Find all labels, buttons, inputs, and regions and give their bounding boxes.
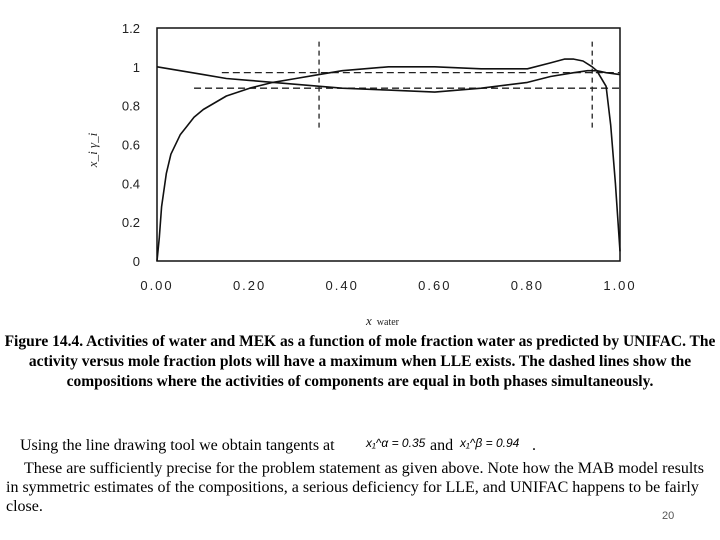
tangent-alpha: x₁^α = 0.35 (366, 436, 426, 450)
y-tick-label: 1 (133, 60, 140, 75)
mek-activity-curve (156, 66, 621, 93)
figure-caption: Figure 14.4. Activities of water and MEK… (4, 333, 716, 390)
plot-frame (156, 27, 621, 262)
x-tick-labels: 0.00 0.20 0.40 0.60 0.80 1.00 (140, 278, 636, 293)
x-axis-label-main: x (365, 313, 372, 328)
x-tick-label: 0.40 (326, 278, 359, 293)
y-axis-label: x_i γ_i (85, 132, 100, 168)
y-tick-label: 0.4 (122, 176, 140, 191)
y-tick-label: 0 (133, 254, 140, 269)
dashed-reference-lines (194, 41, 620, 129)
y-tick-label: 0.6 (122, 138, 140, 153)
y-tick-label: 0.8 (122, 99, 140, 114)
x-tick-label: 0.00 (140, 278, 173, 293)
sentence-period: . (532, 437, 536, 454)
x-tick-label: 0.60 (418, 278, 451, 293)
y-tick-label: 0.2 (122, 215, 140, 230)
water-activity-curve (156, 58, 621, 262)
tangent-beta: x₁^β = 0.94 (460, 436, 520, 450)
tangent-sentence: Using the line drawing tool we obtain ta… (20, 437, 335, 454)
x-tick-label: 0.80 (511, 278, 544, 293)
body-paragraph: These are sufficiently precise for the p… (6, 459, 712, 516)
y-tick-labels: 0 0.2 0.4 0.6 0.8 1 1.2 (122, 21, 140, 269)
x-tick-label: 1.00 (603, 278, 636, 293)
series-layer (156, 58, 621, 262)
x-axis-label: x water (365, 313, 400, 328)
paragraph-text: These are sufficiently precise for the p… (6, 460, 704, 515)
activity-chart: 0 0.2 0.4 0.6 0.8 1 1.2 0.00 0.20 0.40 0.60 0.80 1.… (85, 21, 636, 328)
y-tick-label: 1.2 (122, 21, 140, 36)
x-tick-label: 0.20 (233, 278, 266, 293)
x-axis-label-sub: water (377, 317, 400, 328)
and-word: and (430, 437, 454, 454)
page-number: 20 (662, 510, 675, 522)
